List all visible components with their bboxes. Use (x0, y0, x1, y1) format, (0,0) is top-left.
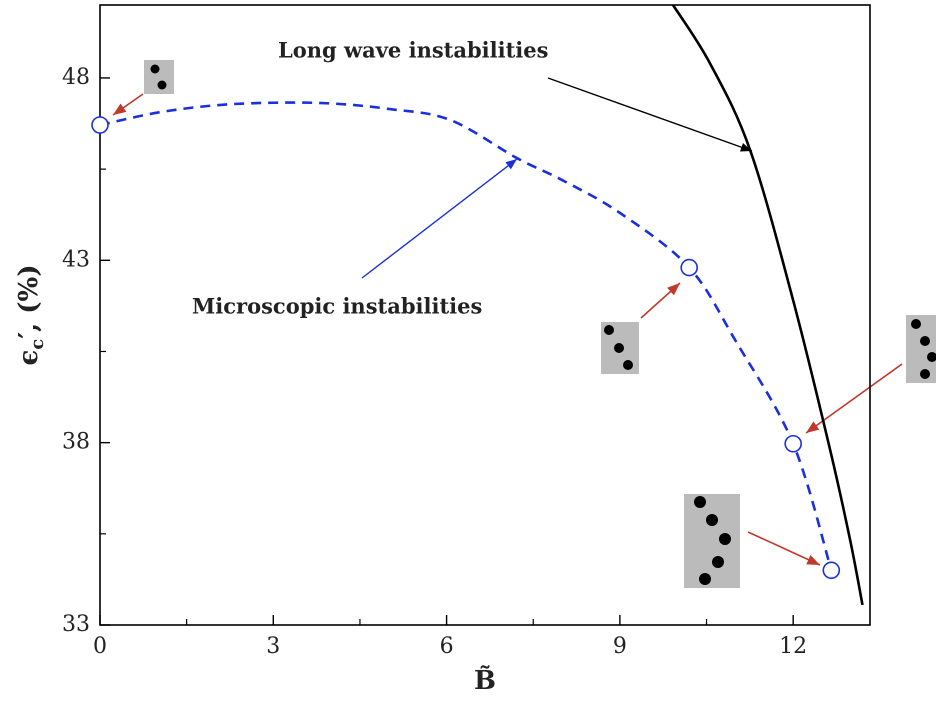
annotation: Long wave instabilities (278, 38, 548, 63)
y-tick-label: 38 (62, 430, 90, 455)
plot-frame (99, 4, 871, 626)
x-tick-label: 6 (440, 634, 454, 659)
x-axis-label: B̃ (474, 665, 496, 696)
annotation: Microscopic instabilities (192, 294, 482, 319)
y-label-rest: ′, (%) (14, 264, 44, 338)
y-label-sub: c (27, 339, 48, 350)
y-tick-label: 33 (62, 612, 90, 637)
x-tick-label: 9 (613, 634, 627, 659)
insets (112, 60, 936, 588)
y-tick-label: 43 (62, 247, 90, 272)
x-tick-label: 0 (93, 634, 107, 659)
y-label-main: ϵ (14, 350, 44, 366)
y-axis-label: ϵc′, (%) (14, 264, 48, 365)
point-marker (784, 434, 802, 453)
series-line (99, 101, 833, 571)
series-line (671, 4, 864, 606)
point-marker (680, 258, 698, 277)
point-marker (91, 116, 109, 134)
y-tick-label: 48 (62, 65, 90, 90)
point-marker (822, 561, 841, 580)
x-tick-label: 12 (779, 634, 807, 659)
x-tick-label: 3 (266, 634, 280, 659)
